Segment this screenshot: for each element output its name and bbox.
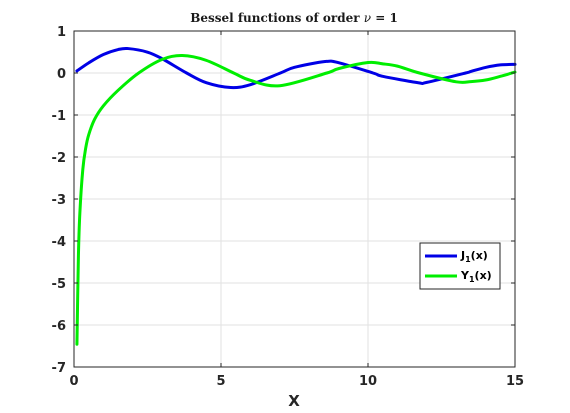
- x-tick-label: 5: [216, 374, 225, 389]
- legend-box: [419, 242, 501, 290]
- y-tick-label: -7: [52, 361, 66, 376]
- y-tick-label: -3: [52, 193, 66, 208]
- chart-title: Bessel functions of order ν = 1: [190, 11, 398, 25]
- x-tick-label: 0: [69, 374, 78, 389]
- axis-ticks: [73, 30, 516, 368]
- legend: J1(x) Y1(x): [419, 242, 501, 290]
- x-tick-label: 15: [506, 374, 524, 389]
- grid: [74, 31, 515, 367]
- x-axis-label: X: [288, 392, 300, 410]
- y-tick-label: -6: [52, 319, 66, 334]
- y-tick-label: -2: [52, 151, 66, 166]
- y-tick-label: -1: [52, 109, 66, 124]
- y-tick-label: -4: [52, 235, 66, 250]
- series-layer: [75, 46, 517, 346]
- legend-label-y1: Y1(x): [460, 269, 492, 284]
- x-tick-label: 10: [359, 374, 377, 389]
- series-line-j1: [75, 46, 517, 90]
- y-tick-label: 0: [57, 67, 66, 82]
- y-tick-label: 1: [57, 25, 66, 40]
- series-line-y1: [75, 54, 517, 346]
- legend-label-j1: J1(x): [460, 249, 488, 264]
- y-tick-label: -5: [52, 277, 66, 292]
